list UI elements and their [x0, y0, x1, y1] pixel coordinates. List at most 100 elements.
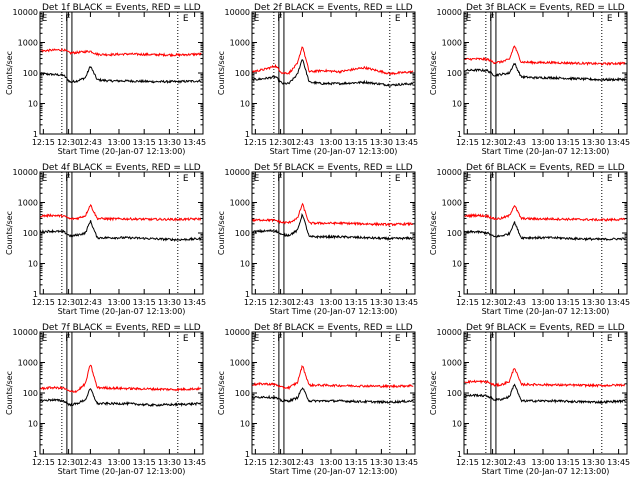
x-tick-label: 12:30: [269, 138, 292, 147]
x-tick-label: 13:15: [133, 298, 156, 307]
y-tick-label: 100: [23, 229, 38, 238]
y-tick-label: 1: [33, 450, 38, 459]
x-tick-label: 12:43: [503, 298, 526, 307]
x-tick-label: 12:43: [79, 458, 102, 467]
x-tick-label: 13:45: [395, 138, 418, 147]
x-tick-label: 12:30: [481, 298, 504, 307]
x-tick-label: 13:00: [531, 138, 554, 147]
events-series-line: [463, 62, 626, 82]
interval-marker: F: [489, 334, 494, 344]
y-tick-label: 10000: [225, 8, 250, 17]
x-tick-label: 13:00: [319, 138, 342, 147]
x-tick-label: 13:00: [107, 298, 130, 307]
lld-series-line: [251, 364, 414, 391]
x-tick-label: 12:30: [481, 458, 504, 467]
lld-series-line: [39, 204, 202, 222]
x-tick-label: 12:30: [57, 298, 80, 307]
x-axis-label: Start Time (20-Jan-07 12:13:00): [482, 147, 610, 156]
x-tick-label: 13:00: [531, 458, 554, 467]
interval-marker: E: [395, 14, 401, 24]
interval-marker: E: [254, 14, 260, 24]
events-series-line: [39, 65, 202, 84]
panel-title: Det 4f BLACK = Events, RED = LLD: [42, 163, 201, 173]
y-tick-label: 10000: [225, 328, 250, 337]
y-axis-label: Counts/sec: [217, 211, 226, 255]
lld-series-line: [463, 368, 626, 389]
y-tick-label: 10000: [13, 168, 38, 177]
y-tick-label: 1: [245, 290, 250, 299]
x-tick-label: 13:45: [395, 298, 418, 307]
x-tick-label: 13:15: [557, 458, 580, 467]
x-tick-label: 12:15: [244, 298, 267, 307]
panel-title: Det 6f BLACK = Events, RED = LLD: [466, 163, 625, 173]
x-tick-label: 12:30: [57, 458, 80, 467]
x-axis-label: Start Time (20-Jan-07 12:13:00): [58, 307, 186, 316]
y-tick-label: 10000: [225, 168, 250, 177]
interval-marker: E: [254, 174, 260, 184]
panel-title: Det 9f BLACK = Events, RED = LLD: [466, 323, 625, 333]
y-axis-label: Counts/sec: [429, 211, 438, 255]
interval-marker: F: [489, 14, 494, 24]
y-tick-label: 1000: [230, 199, 250, 208]
y-tick-label: 1: [457, 130, 462, 139]
x-tick-label: 12:30: [481, 138, 504, 147]
events-series-line: [463, 221, 626, 242]
x-axis-label: Start Time (20-Jan-07 12:13:00): [270, 307, 398, 316]
x-tick-label: 13:30: [158, 138, 181, 147]
x-tick-label: 12:43: [79, 298, 102, 307]
y-tick-label: 100: [235, 389, 250, 398]
x-tick-label: 13:30: [582, 298, 605, 307]
y-tick-label: 100: [447, 69, 462, 78]
y-tick-label: 1: [33, 290, 38, 299]
y-tick-label: 100: [447, 389, 462, 398]
x-tick-label: 13:15: [345, 458, 368, 467]
y-axis-label: Counts/sec: [429, 371, 438, 415]
interval-marker: F: [65, 334, 70, 344]
y-tick-label: 1: [245, 130, 250, 139]
y-tick-label: 1000: [442, 39, 462, 48]
interval-marker: E: [395, 174, 401, 184]
x-tick-label: 12:30: [269, 458, 292, 467]
y-tick-label: 100: [23, 69, 38, 78]
y-tick-label: 100: [23, 389, 38, 398]
x-tick-label: 13:45: [607, 298, 630, 307]
interval-marker: E: [183, 14, 189, 24]
events-series-line: [463, 383, 626, 405]
events-series-line: [39, 388, 202, 408]
y-tick-label: 10000: [437, 8, 462, 17]
x-tick-label: 13:30: [158, 458, 181, 467]
interval-marker: E: [395, 334, 401, 344]
x-tick-label: 13:00: [107, 138, 130, 147]
events-series-line: [251, 212, 414, 242]
x-tick-label: 12:43: [79, 138, 102, 147]
y-tick-label: 1000: [442, 199, 462, 208]
interval-marker: E: [183, 174, 189, 184]
x-tick-label: 12:30: [269, 298, 292, 307]
panel-title: Det 1f BLACK = Events, RED = LLD: [42, 3, 201, 13]
plot-frame: [39, 331, 204, 455]
x-tick-label: 13:45: [183, 138, 206, 147]
y-tick-label: 1: [457, 290, 462, 299]
x-tick-label: 13:00: [319, 298, 342, 307]
x-tick-label: 12:43: [503, 458, 526, 467]
y-tick-label: 10: [28, 420, 38, 429]
x-tick-label: 13:15: [133, 458, 156, 467]
x-tick-label: 13:00: [531, 298, 554, 307]
lld-series-line: [463, 205, 626, 223]
y-tick-label: 1000: [18, 359, 38, 368]
plot-frame: [39, 171, 204, 295]
interval-marker: E: [607, 14, 613, 24]
y-tick-label: 1: [33, 130, 38, 139]
x-tick-label: 12:43: [503, 138, 526, 147]
interval-marker: E: [42, 334, 48, 344]
panel-title: Det 8f BLACK = Events, RED = LLD: [254, 323, 413, 333]
panel-title: Det 2f BLACK = Events, RED = LLD: [254, 3, 413, 13]
x-tick-label: 12:43: [291, 138, 314, 147]
x-tick-label: 12:43: [291, 298, 314, 307]
